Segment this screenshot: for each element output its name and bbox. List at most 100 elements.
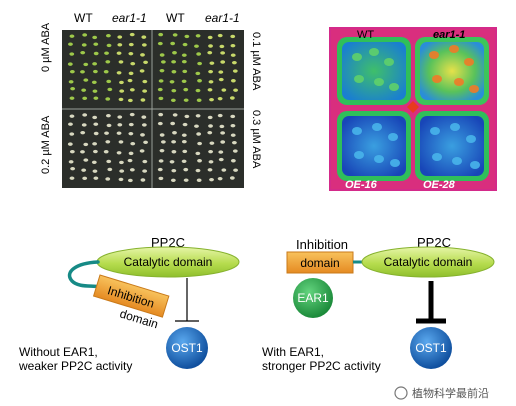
- seedling: [142, 169, 148, 173]
- seedling: [69, 34, 75, 38]
- seedling: [230, 159, 236, 163]
- seedling: [105, 140, 111, 144]
- seedling: [81, 168, 87, 172]
- leaf-spot: [352, 127, 362, 135]
- seedling: [232, 69, 238, 73]
- seedling: [197, 79, 202, 83]
- leaf-spot: [388, 133, 398, 141]
- seedling: [220, 131, 226, 135]
- ost1-label-left: OST1: [171, 341, 203, 355]
- seedling: [208, 80, 214, 84]
- seedling: [139, 149, 145, 153]
- seedling: [119, 169, 125, 173]
- seedling: [207, 131, 213, 135]
- ear1-circle: [293, 278, 333, 318]
- seedling: [92, 62, 98, 66]
- seedling: [116, 71, 122, 75]
- seedling: [209, 177, 214, 182]
- seedling: [82, 176, 88, 181]
- leaf-spot: [390, 159, 400, 167]
- seedling: [197, 141, 203, 146]
- seedling: [183, 87, 189, 92]
- seedling: [129, 168, 135, 172]
- leaf-spot: [372, 123, 382, 131]
- seedling: [170, 178, 176, 182]
- seedling: [172, 113, 178, 117]
- leaf-spot: [369, 48, 379, 56]
- thermal-image-drawing: WT ear1-1 OE-16 OE-28: [329, 27, 497, 191]
- seedling: [81, 43, 87, 47]
- seedling: [104, 131, 109, 135]
- leaf-spot: [384, 58, 394, 66]
- seedling: [117, 123, 123, 127]
- seedling: [169, 80, 175, 84]
- caption-right-2: stronger PP2C activity: [262, 359, 381, 373]
- seedling: [118, 60, 124, 64]
- seedling: [195, 88, 201, 93]
- seedling: [130, 62, 136, 66]
- seedling: [118, 140, 124, 144]
- catalytic-label-right: Catalytic domain: [384, 255, 473, 269]
- seedling: [92, 142, 98, 146]
- seedling: [181, 53, 187, 57]
- seedling: [67, 142, 73, 146]
- col-header-ear1-2: ear1-1: [205, 11, 240, 25]
- leaf-spot: [464, 58, 474, 66]
- seedling: [171, 150, 177, 154]
- seedling: [69, 150, 75, 154]
- seedling: [143, 60, 148, 64]
- seedling: [232, 149, 238, 153]
- seedling: [159, 133, 165, 137]
- seedling: [128, 151, 134, 156]
- seedling: [127, 98, 133, 103]
- seedling: [195, 71, 201, 76]
- seedling: [116, 51, 122, 55]
- leaf-spot: [470, 161, 480, 169]
- seedling: [69, 176, 75, 180]
- seedling: [81, 88, 87, 92]
- seedling: [170, 41, 176, 46]
- seedling: [140, 53, 145, 57]
- seedling: [129, 112, 135, 117]
- seedling: [83, 62, 89, 67]
- seedling: [93, 131, 99, 136]
- seedling: [184, 114, 190, 119]
- seedling: [141, 35, 147, 39]
- seedling: [140, 133, 145, 137]
- seedling: [93, 149, 98, 154]
- seedling: [93, 51, 99, 56]
- seedling: [107, 167, 113, 172]
- seedling: [195, 168, 201, 173]
- seedling: [183, 167, 189, 172]
- seedling: [158, 79, 164, 83]
- seedling: [171, 70, 177, 74]
- leaf-spot: [454, 78, 464, 86]
- seedling: [181, 159, 187, 164]
- seedling: [93, 176, 99, 180]
- leaf-spot: [354, 75, 364, 83]
- seedling: [93, 69, 98, 74]
- seedling: [230, 133, 236, 137]
- wechat-icon: [394, 386, 408, 400]
- seedling: [92, 115, 98, 120]
- heat-label-ear1: ear1-1: [433, 29, 465, 41]
- seedling: [207, 115, 213, 120]
- seedling: [219, 44, 225, 49]
- seedling: [217, 176, 223, 181]
- seedling: [80, 130, 86, 135]
- seedling: [233, 168, 238, 172]
- seedling: [142, 89, 148, 93]
- seedling: [221, 88, 227, 92]
- seedling: [217, 33, 223, 38]
- seedling: [69, 114, 75, 118]
- seedling: [128, 131, 134, 136]
- seedling: [106, 79, 112, 84]
- seedling: [143, 140, 148, 144]
- seedling: [116, 151, 122, 155]
- seedling: [106, 159, 112, 164]
- seedling: [69, 96, 75, 100]
- seedling: [219, 124, 225, 129]
- seedling: [159, 148, 165, 153]
- seedling: [233, 88, 238, 92]
